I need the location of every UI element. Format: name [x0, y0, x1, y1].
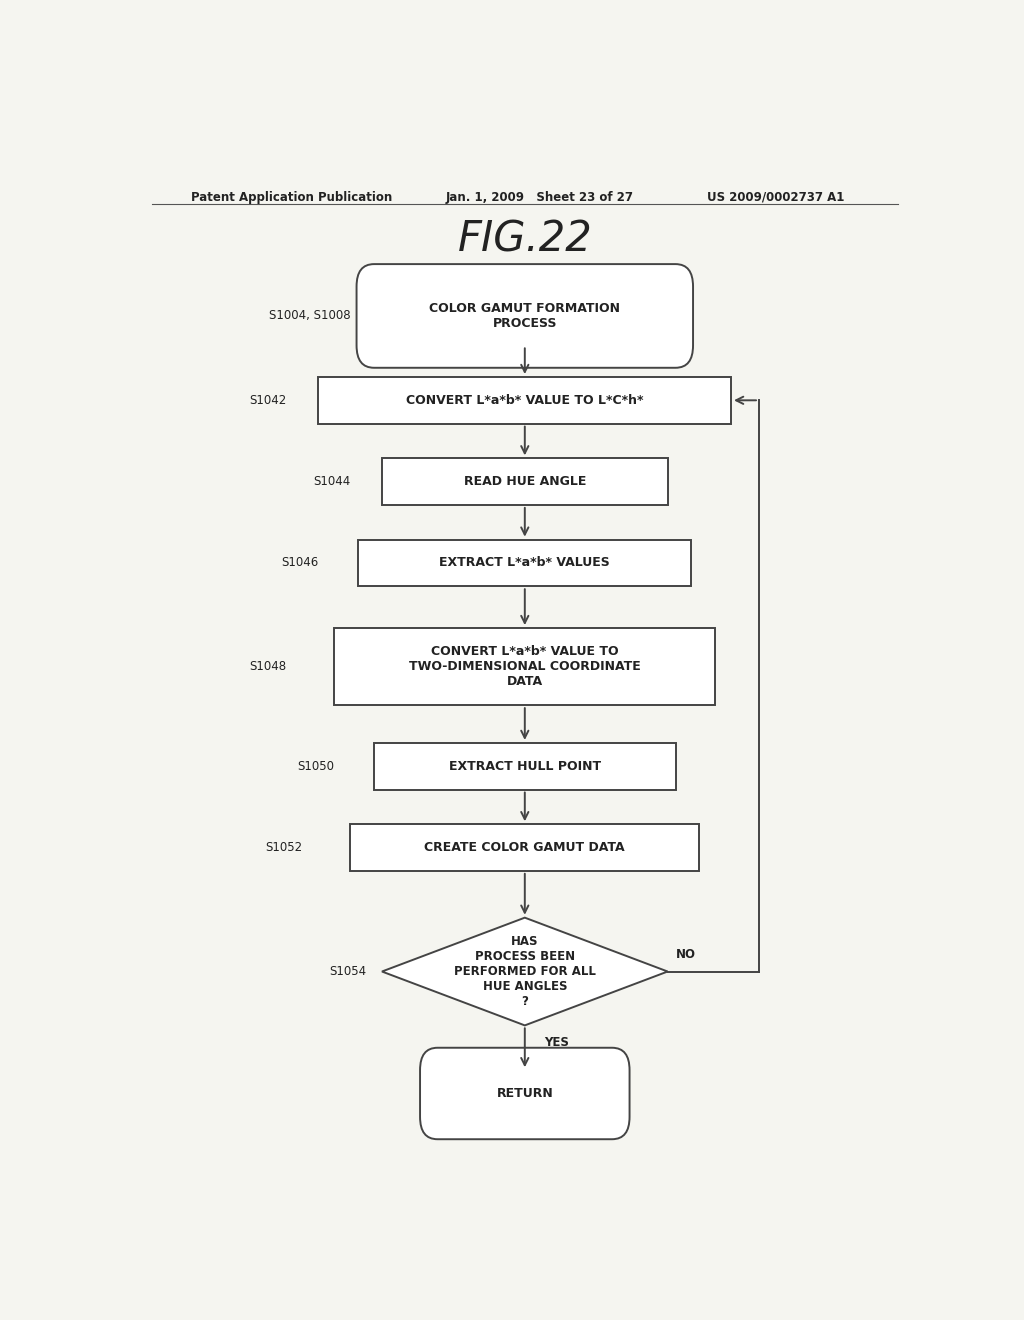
- FancyBboxPatch shape: [358, 540, 691, 586]
- Text: S1042: S1042: [250, 393, 287, 407]
- FancyBboxPatch shape: [334, 628, 715, 705]
- FancyBboxPatch shape: [382, 458, 668, 506]
- Text: NO: NO: [676, 948, 695, 961]
- FancyBboxPatch shape: [374, 743, 676, 789]
- Text: RETURN: RETURN: [497, 1086, 553, 1100]
- Text: S1052: S1052: [265, 841, 303, 854]
- Text: S1050: S1050: [297, 760, 334, 772]
- Text: FIG.22: FIG.22: [458, 219, 592, 261]
- FancyBboxPatch shape: [356, 264, 693, 368]
- Text: COLOR GAMUT FORMATION
PROCESS: COLOR GAMUT FORMATION PROCESS: [429, 302, 621, 330]
- Text: EXTRACT L*a*b* VALUES: EXTRACT L*a*b* VALUES: [439, 557, 610, 569]
- Text: Jan. 1, 2009   Sheet 23 of 27: Jan. 1, 2009 Sheet 23 of 27: [445, 191, 634, 203]
- Text: CREATE COLOR GAMUT DATA: CREATE COLOR GAMUT DATA: [425, 841, 625, 854]
- Text: CONVERT L*a*b* VALUE TO
TWO-DIMENSIONAL COORDINATE
DATA: CONVERT L*a*b* VALUE TO TWO-DIMENSIONAL …: [409, 645, 641, 688]
- Text: CONVERT L*a*b* VALUE TO L*C*h*: CONVERT L*a*b* VALUE TO L*C*h*: [407, 393, 643, 407]
- Text: S1044: S1044: [313, 475, 350, 488]
- Text: S1048: S1048: [250, 660, 287, 673]
- Text: READ HUE ANGLE: READ HUE ANGLE: [464, 475, 586, 488]
- Text: (PROCESS IN COLOR DATA PROCESSOR): (PROCESS IN COLOR DATA PROCESSOR): [378, 267, 672, 281]
- Text: S1054: S1054: [329, 965, 367, 978]
- FancyBboxPatch shape: [318, 378, 731, 424]
- Text: S1004, S1008: S1004, S1008: [268, 309, 350, 322]
- Text: US 2009/0002737 A1: US 2009/0002737 A1: [708, 191, 845, 203]
- Polygon shape: [382, 917, 668, 1026]
- Text: EXTRACT HULL POINT: EXTRACT HULL POINT: [449, 760, 601, 772]
- Text: YES: YES: [545, 1036, 569, 1049]
- Text: HAS
PROCESS BEEN
PERFORMED FOR ALL
HUE ANGLES
?: HAS PROCESS BEEN PERFORMED FOR ALL HUE A…: [454, 935, 596, 1008]
- FancyBboxPatch shape: [350, 824, 699, 871]
- Text: Patent Application Publication: Patent Application Publication: [191, 191, 393, 203]
- Text: S1046: S1046: [282, 557, 318, 569]
- FancyBboxPatch shape: [420, 1048, 630, 1139]
